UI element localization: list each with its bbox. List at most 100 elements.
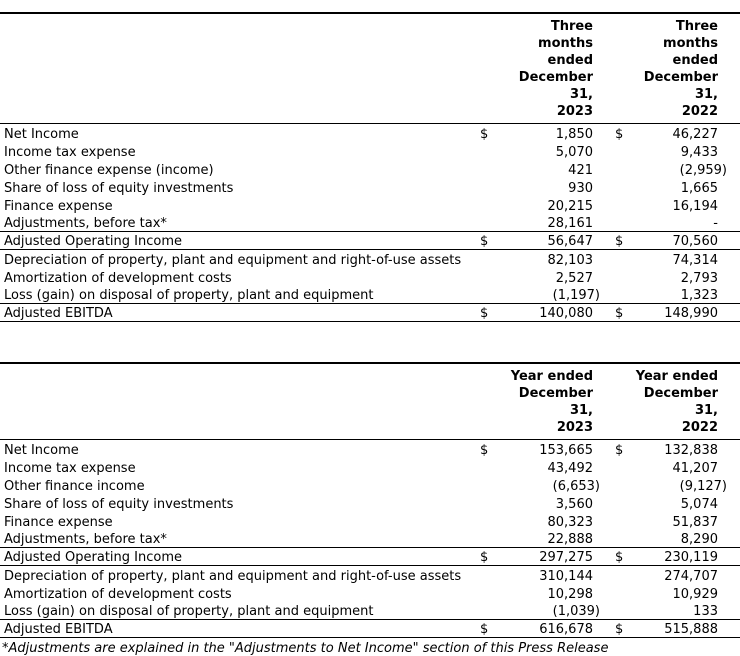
currency-symbol (478, 160, 498, 178)
value-current-period: 3,560 (555, 496, 593, 512)
header-spacer (0, 363, 478, 440)
value-current-period: 297,275 (498, 547, 600, 566)
column-header-prior-period: Three months ended December 31, 2022 (635, 13, 740, 124)
value-current-period: 1,850 (555, 126, 593, 142)
currency-symbol (478, 476, 498, 494)
column-header-prior-period: Year ended December 31, 2022 (635, 363, 740, 440)
currency-symbol: $ (615, 442, 624, 458)
currency-symbol (600, 458, 635, 476)
row-label: Income tax expense (4, 460, 136, 476)
table-row: Loss (gain) on disposal of property, pla… (0, 602, 740, 620)
row-label: Other finance income (4, 478, 145, 494)
value-prior-period: 133 (693, 604, 718, 619)
value-prior-period: 1,323 (680, 288, 718, 303)
row-label: Adjusted Operating Income (0, 547, 478, 566)
currency-symbol (600, 178, 635, 196)
currency-symbol (478, 584, 498, 602)
row-label: Depreciation of property, plant and equi… (4, 252, 462, 268)
row-label: Other finance expense (income) (4, 162, 214, 178)
currency-symbol (478, 530, 498, 548)
value-prior-period: 51,837 (672, 514, 719, 530)
currency-symbol (478, 512, 498, 530)
value-current-period: 2,527 (555, 270, 593, 286)
value-prior-period: 9,433 (680, 144, 718, 160)
header-spacer (600, 363, 635, 440)
row-label: Share of loss of equity investments (4, 180, 234, 196)
currency-symbol: $ (478, 619, 498, 638)
currency-symbol (600, 530, 635, 548)
row-label: Net Income (4, 442, 79, 458)
currency-symbol: $ (480, 126, 489, 142)
header-spacer (478, 363, 498, 440)
header-spacer (600, 13, 635, 124)
value-prior-period: (9,127) (679, 478, 727, 494)
currency-symbol: $ (478, 547, 498, 566)
table-row: Adjustments, before tax* 28,161 - (0, 214, 740, 232)
value-prior-period: 74,314 (672, 252, 719, 268)
table-row: Adjusted Operating Income $ 297,275 $ 23… (0, 547, 740, 566)
table-row: Income tax expense 5,070 9,433 (0, 142, 740, 160)
currency-symbol (600, 286, 635, 304)
currency-symbol (600, 160, 635, 178)
currency-symbol (600, 476, 635, 494)
currency-symbol: $ (480, 442, 489, 458)
value-current-period: 20,215 (547, 198, 594, 214)
table-row: Finance expense 80,323 51,837 (0, 512, 740, 530)
table-row: Income tax expense 43,492 41,207 (0, 458, 740, 476)
year-ended-table: Year ended December 31, 2023 Year ended … (0, 362, 740, 638)
row-label: Adjustments, before tax* (4, 216, 167, 231)
currency-symbol (478, 250, 498, 268)
value-current-period: (1,197) (552, 288, 600, 303)
value-prior-period: 16,194 (672, 198, 719, 214)
value-current-period: 56,647 (498, 231, 600, 250)
value-prior-period: 132,838 (664, 442, 718, 458)
value-current-period: 22,888 (547, 532, 594, 547)
value-prior-period: 70,560 (635, 231, 740, 250)
header-spacer (478, 13, 498, 124)
currency-symbol (478, 458, 498, 476)
table-row: Amortization of development costs 2,527 … (0, 268, 740, 286)
table-row: Adjusted Operating Income $ 56,647 $ 70,… (0, 231, 740, 250)
table-row: Net Income $ 1,850 $ 46,227 (0, 124, 740, 142)
row-label: Amortization of development costs (4, 270, 232, 286)
value-prior-period: 515,888 (635, 619, 740, 638)
currency-symbol (600, 566, 635, 584)
value-current-period: 43,492 (547, 460, 594, 476)
table-row: Other finance income (6,653) (9,127) (0, 476, 740, 494)
value-current-period: (6,653) (552, 478, 600, 494)
table-row: Depreciation of property, plant and equi… (0, 250, 740, 268)
currency-symbol (478, 214, 498, 232)
currency-symbol: $ (600, 303, 635, 322)
footnote: *Adjustments are explained in the "Adjus… (2, 641, 609, 656)
row-label: Net Income (4, 126, 79, 142)
value-current-period: 616,678 (498, 619, 600, 638)
currency-symbol: $ (600, 231, 635, 250)
header-row: Three months ended December 31, 2023 Thr… (0, 13, 740, 124)
value-prior-period: 274,707 (664, 568, 718, 584)
currency-symbol (478, 142, 498, 160)
currency-symbol (478, 268, 498, 286)
press-release-financial-page: Three months ended December 31, 2023 Thr… (0, 12, 740, 656)
value-current-period: 930 (568, 180, 593, 196)
currency-symbol (600, 494, 635, 512)
row-label: Adjusted EBITDA (0, 619, 478, 638)
table-row: Adjusted EBITDA $ 140,080 $ 148,990 (0, 303, 740, 322)
currency-symbol (478, 178, 498, 196)
currency-symbol: $ (615, 126, 624, 142)
table-row: Finance expense 20,215 16,194 (0, 196, 740, 214)
value-current-period: 310,144 (539, 568, 593, 584)
value-current-period: 421 (568, 162, 593, 178)
row-label: Depreciation of property, plant and equi… (4, 568, 462, 584)
row-label: Share of loss of equity investments (4, 496, 234, 512)
table-body: Net Income $ 153,665 $ 132,838 Income ta… (0, 440, 740, 638)
currency-symbol: $ (600, 547, 635, 566)
row-label: Adjustments, before tax* (4, 532, 167, 547)
table-body: Net Income $ 1,850 $ 46,227 Income tax e… (0, 124, 740, 322)
table-row: Amortization of development costs 10,298… (0, 584, 740, 602)
value-prior-period: 46,227 (672, 126, 719, 142)
value-prior-period: 148,990 (635, 303, 740, 322)
value-prior-period: 5,074 (680, 496, 718, 512)
value-prior-period: 2,793 (680, 270, 718, 286)
currency-symbol (600, 250, 635, 268)
currency-symbol (478, 494, 498, 512)
